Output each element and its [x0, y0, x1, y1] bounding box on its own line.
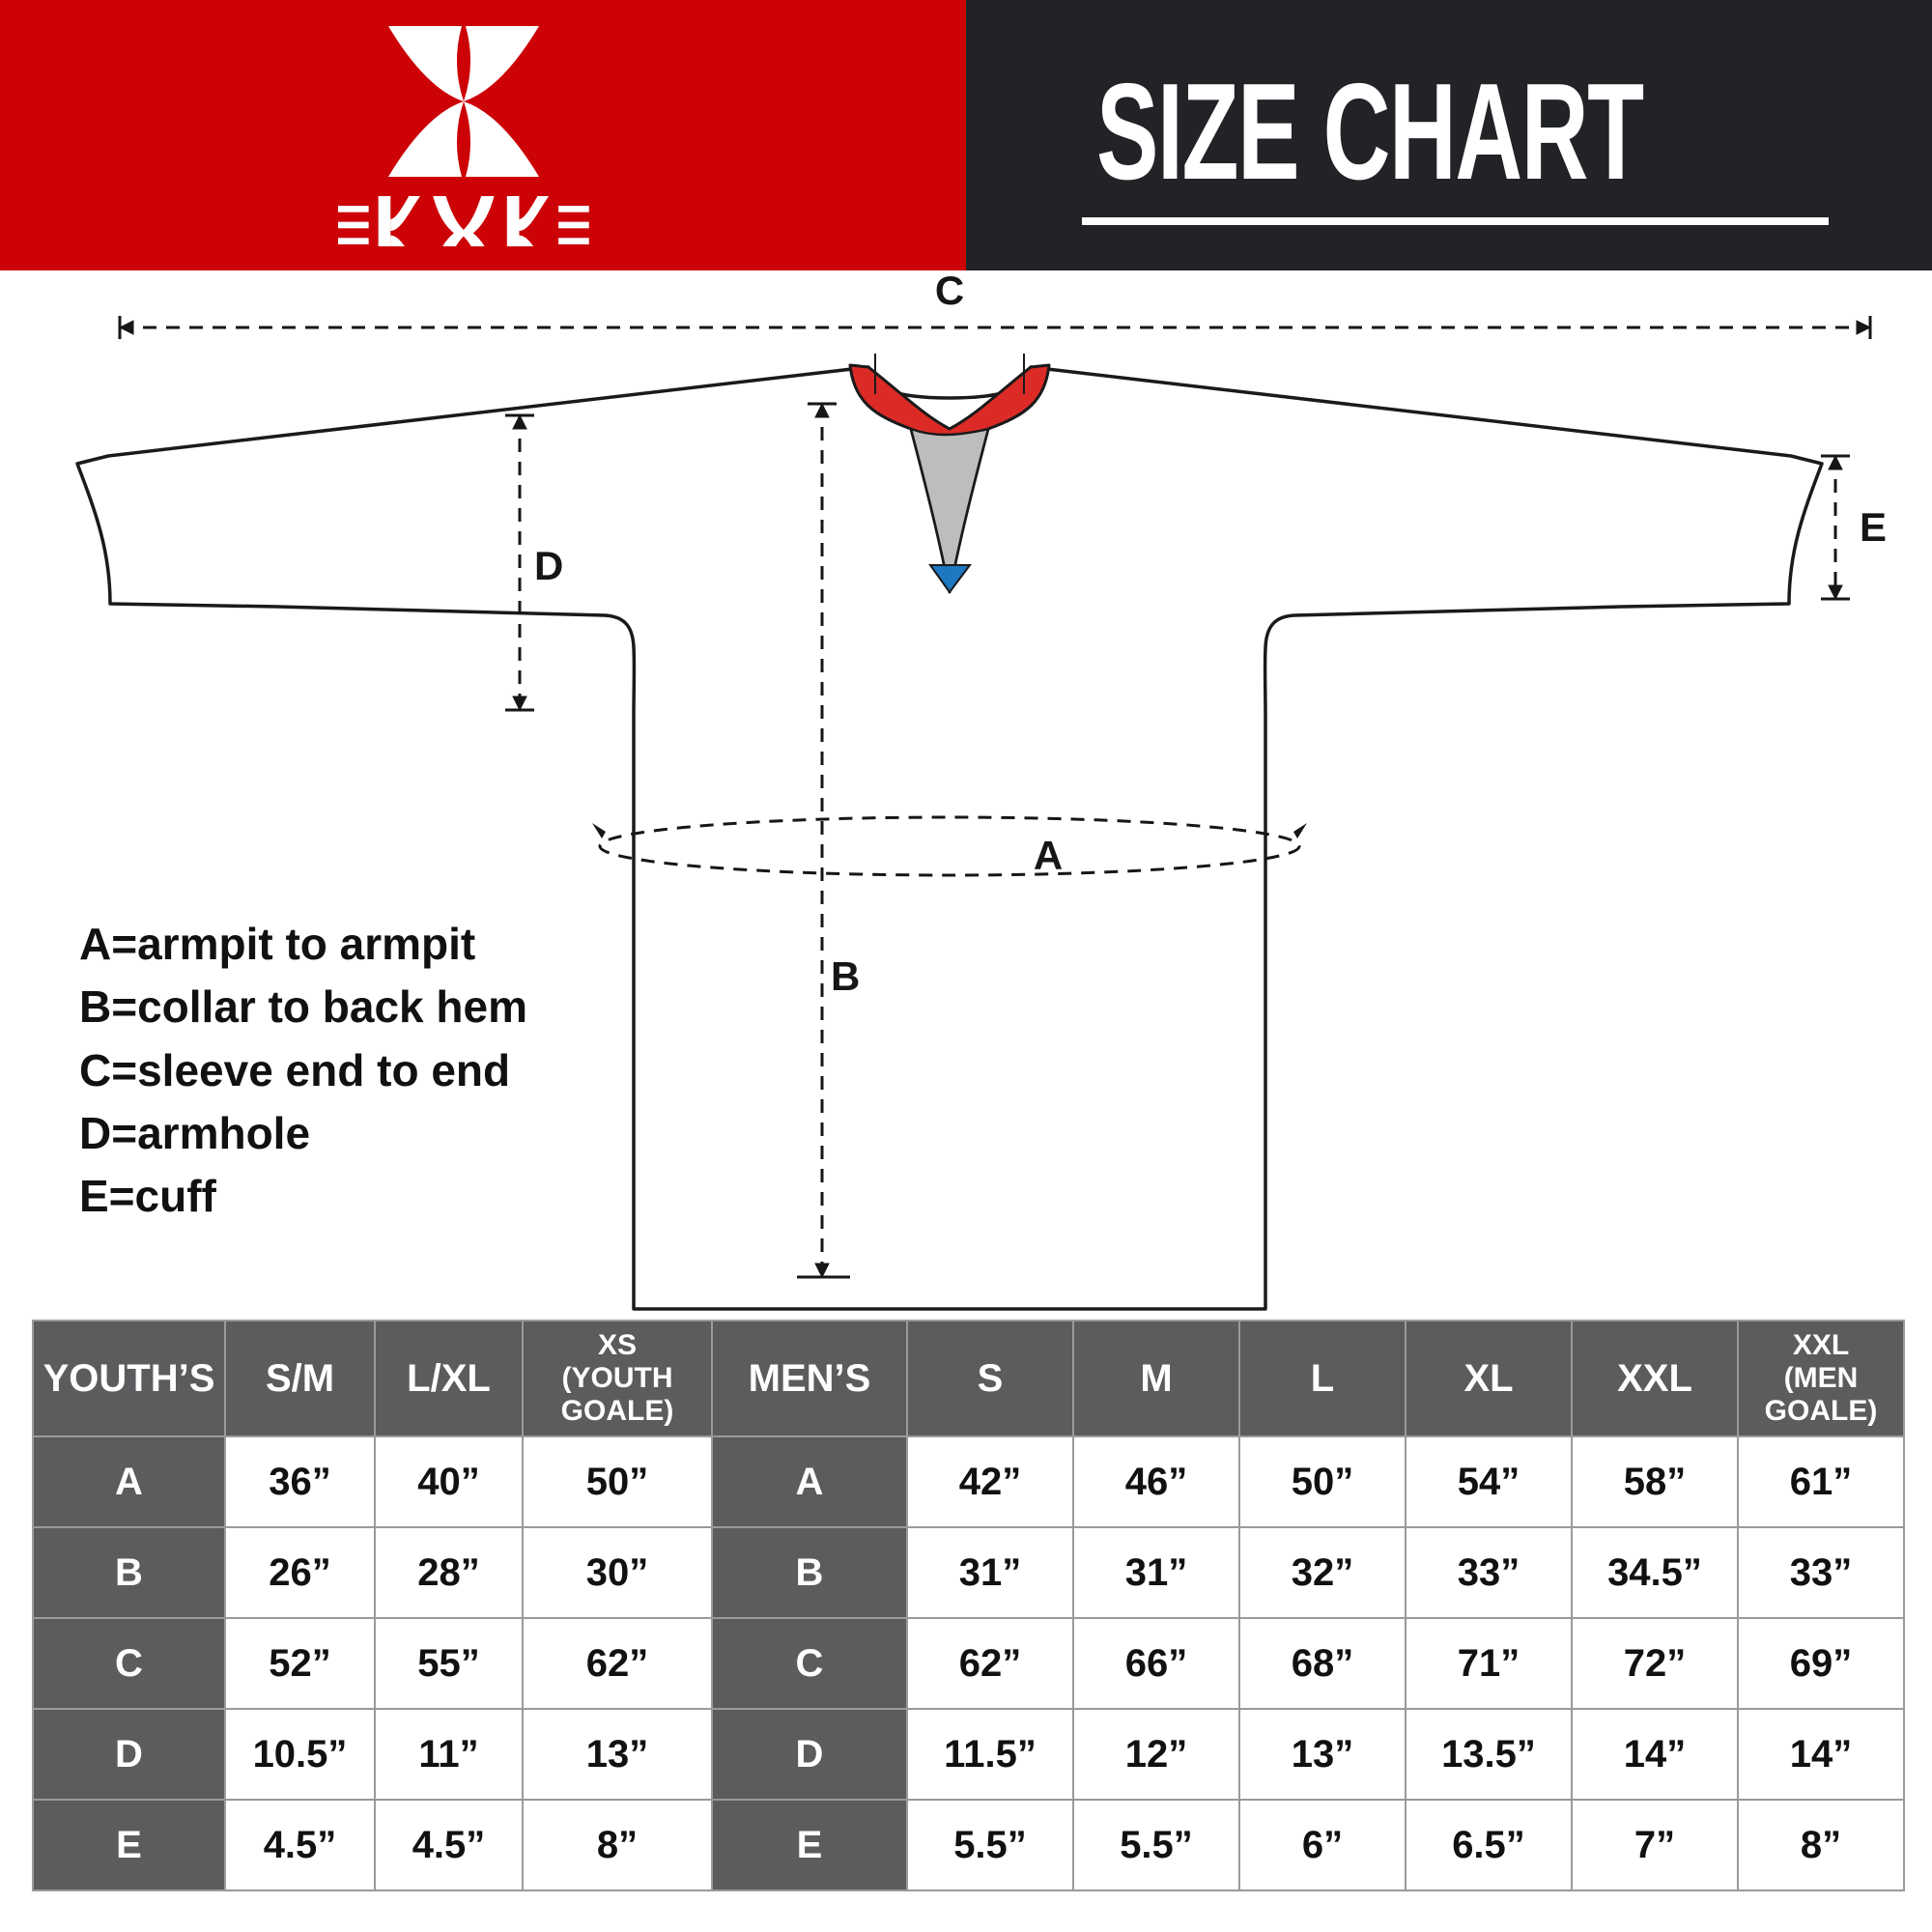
svg-text:C: C — [935, 270, 964, 313]
svg-text:D: D — [534, 543, 563, 588]
svg-text:B: B — [831, 953, 860, 999]
svg-text:A: A — [1034, 833, 1063, 878]
svg-text:E: E — [1860, 504, 1887, 550]
